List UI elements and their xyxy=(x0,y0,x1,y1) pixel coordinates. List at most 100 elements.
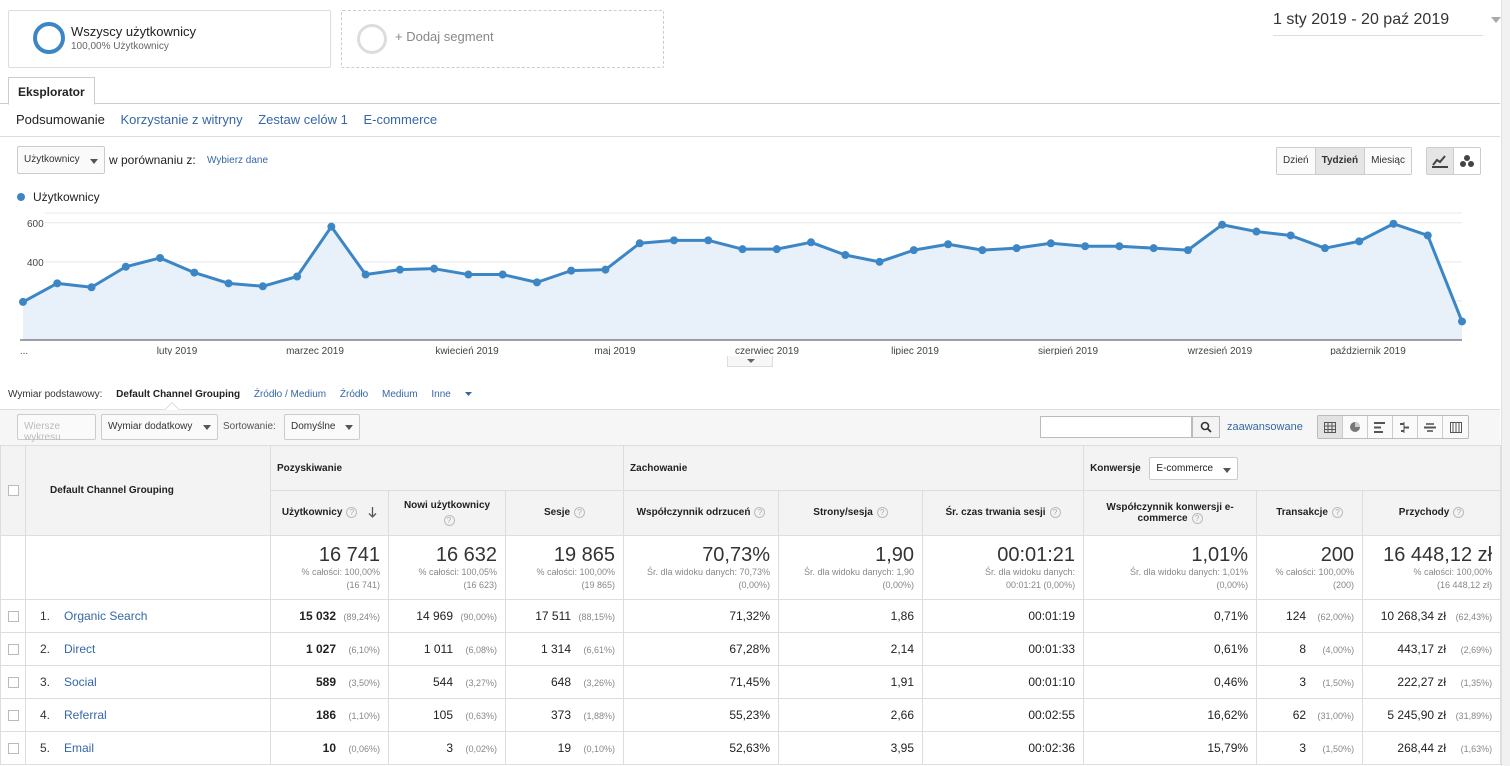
help-icon[interactable]: ? xyxy=(1191,512,1203,524)
data-point[interactable] xyxy=(1355,237,1364,246)
dimension-source-medium[interactable]: Źródło / Medium xyxy=(253,389,327,400)
data-point[interactable] xyxy=(532,278,541,287)
subtab-ecommerce[interactable]: E-commerce xyxy=(363,112,438,127)
channel-link[interactable]: Referral xyxy=(64,708,107,722)
metric-select[interactable]: Użytkownicy xyxy=(17,146,105,174)
data-point[interactable] xyxy=(772,245,781,254)
data-point[interactable] xyxy=(1252,227,1261,236)
page-scrollbar[interactable] xyxy=(1501,0,1510,766)
dimension-medium[interactable]: Medium xyxy=(382,389,418,400)
help-icon[interactable]: ? xyxy=(1049,507,1061,519)
data-point[interactable] xyxy=(87,283,96,292)
channel-link[interactable]: Direct xyxy=(64,642,96,656)
period-week-button[interactable]: Tydzień xyxy=(1315,148,1366,174)
data-point[interactable] xyxy=(1423,231,1432,240)
data-point[interactable] xyxy=(1149,244,1158,253)
data-point[interactable] xyxy=(121,262,130,271)
data-point[interactable] xyxy=(875,257,884,266)
row-checkbox[interactable] xyxy=(7,710,19,722)
help-icon[interactable]: ? xyxy=(876,507,888,519)
data-point[interactable] xyxy=(361,270,370,279)
data-point[interactable] xyxy=(53,279,62,288)
col-transactions[interactable]: Transakcje? xyxy=(1256,490,1364,536)
data-point[interactable] xyxy=(1458,317,1466,326)
data-point[interactable] xyxy=(498,270,507,279)
col-sessions[interactable]: Sesje? xyxy=(504,490,625,536)
row-checkbox[interactable] xyxy=(7,611,19,623)
help-icon[interactable]: ? xyxy=(754,507,766,519)
data-point[interactable] xyxy=(395,265,404,274)
data-point[interactable] xyxy=(1218,220,1227,229)
dimension-other[interactable]: Inne xyxy=(431,389,472,400)
period-month-button[interactable]: Miesiąc xyxy=(1365,148,1411,174)
help-icon[interactable]: ? xyxy=(1453,507,1465,519)
comparison-view-icon[interactable] xyxy=(1393,416,1418,438)
subtab-site-usage[interactable]: Korzystanie z witryny xyxy=(120,112,243,127)
col-bounce-rate[interactable]: Współczynnik odrzuceń? xyxy=(623,490,780,536)
data-point[interactable] xyxy=(944,240,953,249)
data-point[interactable] xyxy=(601,265,610,274)
data-point[interactable] xyxy=(1115,242,1124,251)
dimension-header[interactable]: Default Channel Grouping xyxy=(25,445,271,536)
select-all-checkbox[interactable] xyxy=(7,484,19,496)
segment-all-users[interactable]: Wszyscy użytkownicy 100,00% Użytkownicy xyxy=(8,10,331,68)
channel-link[interactable]: Organic Search xyxy=(64,609,148,623)
line-chart-icon[interactable] xyxy=(1427,148,1454,174)
data-point[interactable] xyxy=(635,239,644,248)
subtab-summary[interactable]: Podsumowanie xyxy=(16,112,105,127)
performance-view-icon[interactable] xyxy=(1368,416,1393,438)
data-point[interactable] xyxy=(807,238,816,247)
advanced-filter-link[interactable]: zaawansowane xyxy=(1227,421,1303,433)
data-point[interactable] xyxy=(327,222,336,231)
data-point[interactable] xyxy=(258,282,267,291)
row-checkbox[interactable] xyxy=(7,644,19,656)
data-point[interactable] xyxy=(669,236,678,245)
help-icon[interactable]: ? xyxy=(574,507,586,519)
data-point[interactable] xyxy=(1183,246,1192,255)
pivot-view-icon[interactable] xyxy=(1443,416,1468,438)
data-point[interactable] xyxy=(430,264,439,273)
pie-view-icon[interactable] xyxy=(1343,416,1368,438)
data-point[interactable] xyxy=(978,246,987,255)
data-point[interactable] xyxy=(567,266,576,275)
channel-link[interactable]: Email xyxy=(64,741,95,755)
data-point[interactable] xyxy=(190,268,199,277)
col-ecommerce-conversion-rate[interactable]: Współczynnik konwersji e-commerce? xyxy=(1083,490,1258,536)
data-point[interactable] xyxy=(1286,231,1295,240)
data-point[interactable] xyxy=(1081,242,1090,251)
data-point[interactable] xyxy=(1046,239,1055,248)
data-point[interactable] xyxy=(156,253,165,262)
motion-chart-icon[interactable] xyxy=(1454,148,1480,174)
row-checkbox[interactable] xyxy=(7,743,19,755)
help-icon[interactable]: ? xyxy=(346,507,358,519)
data-point[interactable] xyxy=(224,279,233,288)
data-point[interactable] xyxy=(293,272,302,281)
col-users[interactable]: Użytkownicy? xyxy=(270,490,389,536)
data-point[interactable] xyxy=(841,251,850,260)
data-point[interactable] xyxy=(704,236,713,245)
choose-metric-link[interactable]: Wybierz dane xyxy=(207,155,269,166)
row-checkbox[interactable] xyxy=(7,677,19,689)
data-point[interactable] xyxy=(738,245,747,254)
period-day-button[interactable]: Dzień xyxy=(1277,148,1316,174)
help-icon[interactable]: ? xyxy=(1331,507,1343,519)
col-revenue[interactable]: Przychody? xyxy=(1362,490,1502,536)
date-range-picker[interactable]: 1 sty 2019 - 20 paź 2019 xyxy=(1273,11,1501,36)
sort-select[interactable]: Domyślne xyxy=(284,414,360,440)
secondary-dimension-select[interactable]: Wymiar dodatkowy xyxy=(101,414,218,440)
search-button[interactable] xyxy=(1192,416,1220,438)
term-cloud-view-icon[interactable] xyxy=(1418,416,1443,438)
data-point[interactable] xyxy=(909,246,918,255)
channel-link[interactable]: Social xyxy=(64,675,97,689)
col-new-users[interactable]: Nowi użytkownicy? xyxy=(388,490,506,536)
subtab-goal-set[interactable]: Zestaw celów 1 xyxy=(258,112,348,127)
dimension-default-channel[interactable]: Default Channel Grouping xyxy=(116,389,241,400)
table-view-icon[interactable] xyxy=(1318,416,1343,438)
data-point[interactable] xyxy=(1012,244,1021,253)
help-icon[interactable]: ? xyxy=(443,515,455,526)
plot-rows-button[interactable]: Wiersze wykresu xyxy=(17,414,96,443)
dimension-source[interactable]: Źródło xyxy=(339,389,369,400)
data-point[interactable] xyxy=(1320,244,1329,253)
add-segment-button[interactable]: + Dodaj segment xyxy=(341,10,664,68)
